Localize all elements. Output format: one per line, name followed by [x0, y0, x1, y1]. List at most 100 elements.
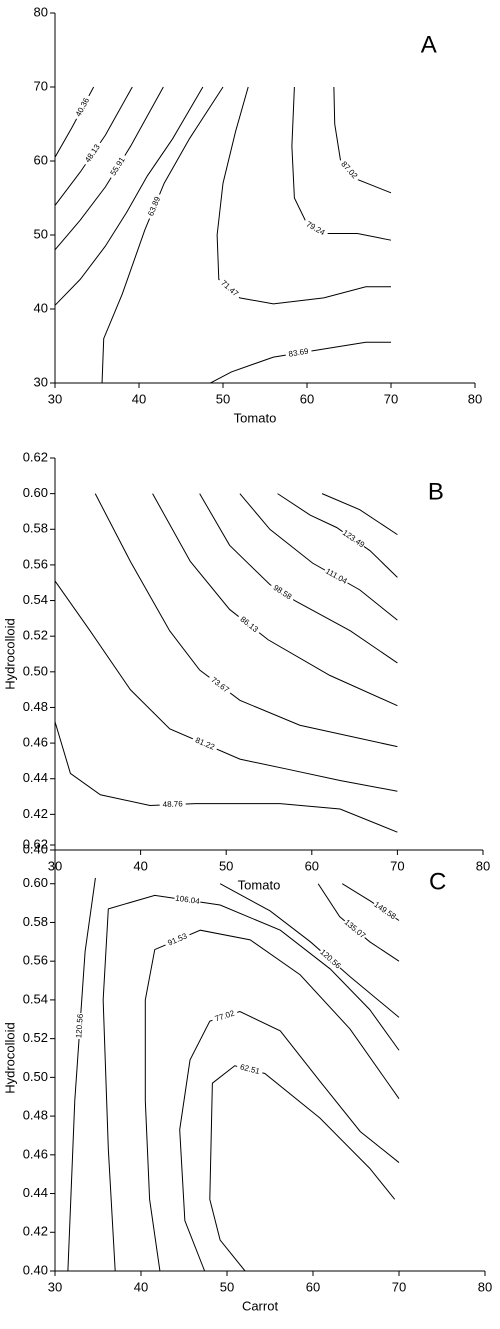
contour-label-group: 106.04 — [173, 893, 202, 908]
y-tick-label: 0.40 — [23, 1262, 48, 1277]
x-axis-label: Tomato — [234, 410, 277, 425]
panel-label: C — [429, 869, 446, 896]
contour-line — [67, 877, 96, 1272]
contour-label-bg — [72, 93, 94, 122]
contour-label-bg — [173, 893, 202, 908]
contour-label-group: 81.22 — [190, 734, 219, 754]
y-tick-label: 0.54 — [23, 592, 48, 607]
contour-label: 120.56 — [74, 1013, 85, 1039]
contour-label-bg — [159, 799, 186, 811]
contour-label-group: 55.91 — [106, 152, 130, 181]
contour-label-group: 86.13 — [235, 612, 263, 637]
x-axis-label: Tomato — [238, 877, 281, 892]
x-tick-label: 50 — [220, 1279, 234, 1294]
contour-label: 111.04 — [324, 566, 349, 586]
contour-line — [144, 929, 400, 1272]
x-tick-label: 30 — [48, 1279, 62, 1294]
y-tick-label: 0.46 — [23, 735, 48, 750]
contour-label-group: 111.04 — [322, 565, 350, 588]
contour-line — [321, 493, 398, 536]
x-tick-label: 60 — [300, 391, 314, 406]
y-tick-label: 0.52 — [23, 628, 48, 643]
y-tick-label: 0.48 — [23, 1108, 48, 1123]
contour-label: 48.76 — [163, 799, 184, 809]
contour-label-group: 79.24 — [301, 217, 330, 240]
contour-line — [209, 1065, 396, 1272]
contour-label-bg — [322, 565, 350, 588]
contour-label-group: 123.49 — [339, 527, 367, 551]
contour-label: 106.04 — [175, 894, 201, 907]
contour-label-group: 135.07 — [341, 917, 368, 942]
contour-label: 135.07 — [343, 918, 368, 941]
contour-line — [94, 493, 398, 748]
contour-line — [152, 493, 398, 707]
y-tick-label: 0.56 — [23, 953, 48, 968]
x-tick-label: 40 — [134, 1279, 148, 1294]
contour-line — [102, 894, 400, 1272]
y-tick-label: 0.44 — [23, 1185, 48, 1200]
contour-label-bg — [106, 152, 130, 181]
contour-label-bg — [301, 217, 330, 240]
contour-label-bg — [336, 157, 362, 184]
contour-line — [277, 493, 398, 578]
contour-label-bg — [317, 946, 344, 972]
y-tick-label: 0.58 — [23, 521, 48, 536]
contour-line — [54, 721, 398, 833]
contour-label-bg — [163, 930, 192, 950]
x-tick-label: 80 — [468, 391, 482, 406]
y-axis-label: Hydrocolloid — [2, 1022, 17, 1094]
contour-label-bg — [190, 734, 219, 754]
contour-label-group: 83.69 — [284, 346, 313, 361]
y-tick-label: 0.50 — [23, 663, 48, 678]
y-tick-label: 70 — [34, 78, 48, 93]
contour-line — [333, 86, 392, 194]
contour-label-bg — [341, 917, 368, 942]
y-tick-label: 40 — [34, 300, 48, 315]
contour-label-bg — [206, 673, 234, 697]
x-tick-label: 60 — [305, 858, 319, 873]
y-tick-label: 0.60 — [23, 875, 48, 890]
x-tick-label: 80 — [478, 1279, 492, 1294]
contour-label: 120.56 — [318, 947, 343, 970]
contour-line — [199, 493, 398, 664]
y-tick-label: 0.48 — [23, 699, 48, 714]
y-tick-label: 60 — [34, 152, 48, 167]
x-tick-label: 80 — [476, 858, 490, 873]
x-tick-label: 70 — [392, 1279, 406, 1294]
contour-label-bg — [268, 581, 296, 604]
contour-label-group: 48.13 — [81, 140, 105, 168]
contour-label-group: 77.02 — [210, 1007, 239, 1026]
contour-label-group: 63.89 — [144, 192, 165, 221]
contour-line — [317, 883, 400, 962]
contour-label-bg — [235, 612, 263, 637]
contour-label-bg — [144, 192, 165, 221]
contour-line — [101, 86, 224, 384]
x-tick-label: 30 — [48, 391, 62, 406]
contour-label-group: 62.51 — [235, 1061, 264, 1078]
panel-label: A — [421, 32, 437, 59]
contour-label-group: 71.47 — [216, 276, 243, 301]
contour-label-group: 87.02 — [336, 157, 362, 184]
y-tick-label: 0.42 — [23, 806, 48, 821]
contour-label: 83.69 — [288, 347, 310, 359]
contour-label-group: 98.58 — [268, 581, 296, 604]
contour-label-bg — [216, 276, 243, 301]
y-tick-label: 30 — [34, 374, 48, 389]
contour-line — [216, 86, 391, 305]
x-tick-label: 70 — [384, 391, 398, 406]
y-tick-label: 80 — [34, 4, 48, 19]
contour-label-group: 91.53 — [163, 930, 192, 950]
y-tick-label: 0.58 — [23, 914, 48, 929]
y-tick-label: 0.60 — [23, 485, 48, 500]
x-tick-label: 60 — [306, 1279, 320, 1294]
contour-label-bg — [210, 1007, 239, 1026]
y-tick-label: 0.62 — [23, 449, 48, 464]
y-tick-label: 0.52 — [23, 1030, 48, 1045]
x-tick-label: 40 — [132, 391, 146, 406]
contour-label-group: 73.67 — [206, 673, 234, 697]
x-tick-label: 40 — [133, 858, 147, 873]
x-axis-label: Carrot — [242, 1298, 279, 1313]
y-tick-label: 0.56 — [23, 556, 48, 571]
contour-label-group: 120.56 — [317, 946, 344, 972]
y-tick-label: 0.42 — [23, 1224, 48, 1239]
